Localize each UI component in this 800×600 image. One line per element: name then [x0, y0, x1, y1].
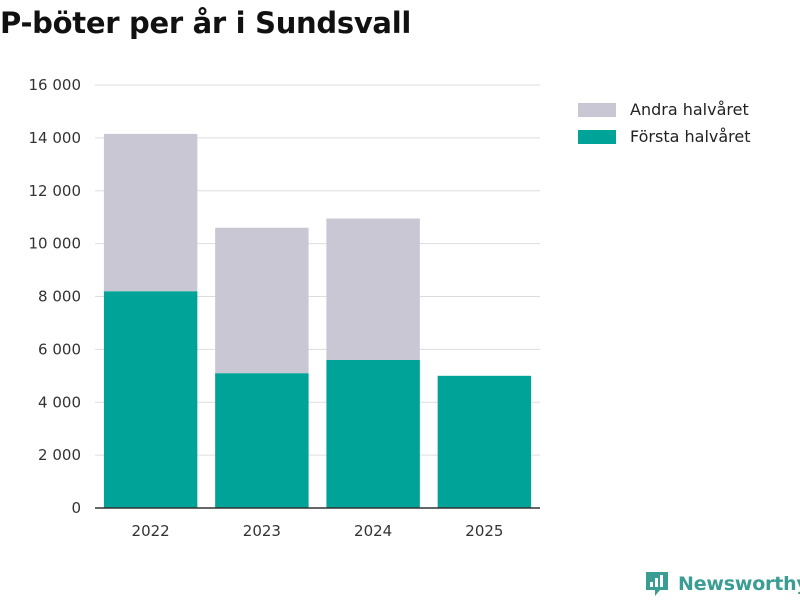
- legend-item-andra-halvaret[interactable]: Andra halvåret: [578, 96, 751, 123]
- y-tick-label-16000: 16 000: [29, 76, 82, 94]
- legend-swatch-forsta-halvaret: [578, 129, 616, 144]
- chart-legend: Andra halvåret Första halvåret: [578, 96, 751, 150]
- bar-2022-forsta-halvaret: [103, 291, 198, 508]
- x-tick-label-2024: 2024: [354, 522, 392, 540]
- brand-logo: Newsworthy: [644, 570, 800, 598]
- x-tick-label-2023: 2023: [243, 522, 281, 540]
- y-tick-label-2000: 2 000: [38, 446, 81, 464]
- bar-2024-andra-halvaret: [326, 218, 420, 360]
- chart-title: P-böter per år i Sundsvall: [0, 6, 411, 40]
- bar-2025-forsta-halvaret: [437, 375, 532, 508]
- y-tick-label-4000: 4 000: [38, 393, 81, 411]
- legend-swatch-andra-halvaret: [578, 102, 616, 117]
- y-tick-label-6000: 6 000: [38, 340, 81, 358]
- y-tick-label-8000: 8 000: [38, 288, 81, 306]
- bar-2023-andra-halvaret: [215, 227, 309, 374]
- bar-2022-andra-halvaret: [103, 133, 198, 292]
- bar-2023-forsta-halvaret: [215, 373, 309, 508]
- bar-2024-forsta-halvaret: [326, 359, 420, 508]
- y-tick-label-0: 0: [71, 499, 81, 517]
- legend-label-andra-halvaret: Andra halvåret: [630, 100, 749, 119]
- y-tick-label-14000: 14 000: [29, 129, 82, 147]
- newsworthy-logo-icon: [646, 572, 668, 596]
- legend-label-forsta-halvaret: Första halvåret: [630, 127, 751, 146]
- x-tick-label-2025: 2025: [465, 522, 503, 540]
- legend-item-forsta-halvaret[interactable]: Första halvåret: [578, 123, 751, 150]
- y-tick-label-12000: 12 000: [29, 182, 82, 200]
- x-tick-label-2022: 2022: [132, 522, 170, 540]
- y-tick-label-10000: 10 000: [29, 235, 82, 253]
- brand-name: Newsworthy: [678, 573, 800, 595]
